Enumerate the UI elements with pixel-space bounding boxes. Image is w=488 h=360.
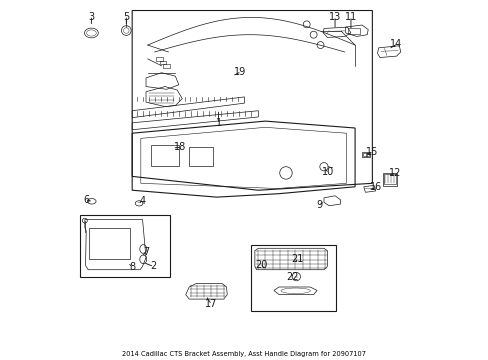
Text: 2: 2 — [149, 261, 156, 271]
Bar — [156, 57, 163, 60]
Text: 22: 22 — [286, 272, 299, 282]
Text: 5: 5 — [123, 12, 129, 22]
Bar — [80, 215, 169, 276]
Text: 14: 14 — [389, 39, 402, 49]
Text: 17: 17 — [204, 298, 217, 309]
Text: 10: 10 — [322, 167, 334, 177]
Bar — [163, 64, 169, 68]
Text: 19: 19 — [234, 67, 246, 77]
Bar — [366, 153, 368, 156]
Text: 11: 11 — [344, 13, 356, 22]
Bar — [160, 60, 166, 64]
Bar — [382, 173, 396, 186]
Text: 20: 20 — [254, 260, 267, 270]
Bar — [151, 145, 179, 166]
Bar — [250, 245, 336, 311]
Text: 4: 4 — [139, 195, 145, 206]
Bar — [362, 153, 366, 156]
Text: 15: 15 — [366, 147, 378, 157]
Bar — [89, 228, 130, 259]
Text: 16: 16 — [369, 183, 382, 193]
Bar — [384, 174, 395, 184]
Bar — [347, 28, 360, 34]
Text: 3: 3 — [88, 12, 94, 22]
Text: 8: 8 — [129, 262, 135, 272]
Text: 1: 1 — [215, 118, 221, 128]
Text: 18: 18 — [174, 142, 186, 152]
Text: 21: 21 — [290, 254, 303, 264]
Text: 7: 7 — [142, 247, 149, 257]
Text: 9: 9 — [316, 200, 322, 210]
Bar — [189, 147, 213, 166]
Text: 13: 13 — [328, 13, 341, 22]
Text: 2014 Cadillac CTS Bracket Assembly, Asst Handle Diagram for 20907107: 2014 Cadillac CTS Bracket Assembly, Asst… — [122, 351, 366, 357]
Text: 12: 12 — [388, 168, 400, 178]
Text: 6: 6 — [83, 195, 89, 205]
